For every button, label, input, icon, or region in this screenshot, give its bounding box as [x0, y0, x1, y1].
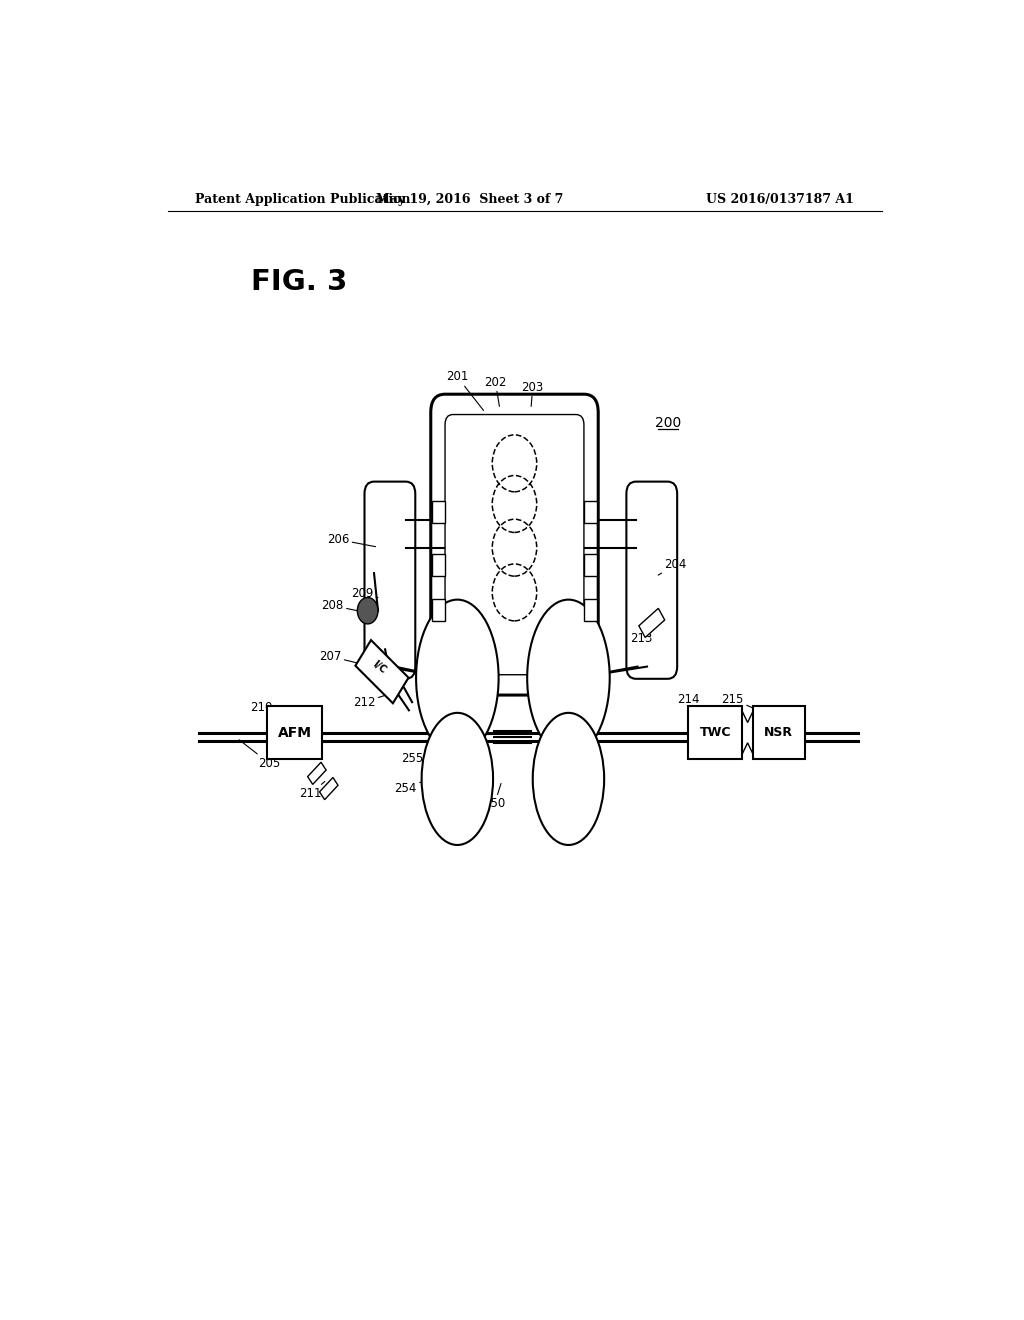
Text: NSR: NSR — [764, 726, 794, 739]
FancyBboxPatch shape — [432, 500, 445, 523]
Text: US 2016/0137187 A1: US 2016/0137187 A1 — [707, 193, 854, 206]
Text: 253: 253 — [469, 667, 495, 711]
Text: 205: 205 — [240, 739, 281, 770]
FancyBboxPatch shape — [267, 706, 323, 759]
Text: 251: 251 — [546, 776, 569, 792]
Text: 250: 250 — [483, 784, 506, 810]
Text: 215: 215 — [722, 693, 763, 713]
Text: May 19, 2016  Sheet 3 of 7: May 19, 2016 Sheet 3 of 7 — [376, 193, 563, 206]
Text: 211: 211 — [299, 781, 325, 800]
Text: 255: 255 — [401, 750, 441, 764]
Text: I/C: I/C — [370, 659, 387, 676]
Text: 203: 203 — [521, 380, 544, 407]
Text: 213: 213 — [630, 623, 652, 644]
FancyBboxPatch shape — [584, 554, 597, 576]
Text: 252: 252 — [570, 667, 596, 711]
FancyBboxPatch shape — [584, 598, 597, 620]
Text: 201: 201 — [446, 371, 483, 411]
Polygon shape — [742, 711, 753, 754]
FancyBboxPatch shape — [627, 482, 677, 678]
Polygon shape — [355, 640, 409, 704]
FancyBboxPatch shape — [431, 395, 598, 696]
Text: 204: 204 — [658, 558, 687, 576]
Text: 200: 200 — [654, 416, 681, 430]
Text: 208: 208 — [322, 599, 357, 612]
Polygon shape — [319, 777, 338, 800]
Text: 207: 207 — [319, 649, 359, 664]
Polygon shape — [639, 609, 665, 638]
Ellipse shape — [416, 599, 499, 756]
FancyBboxPatch shape — [432, 554, 445, 576]
Text: 202: 202 — [484, 375, 507, 407]
FancyBboxPatch shape — [584, 500, 597, 523]
Ellipse shape — [527, 599, 609, 756]
Circle shape — [357, 598, 378, 624]
Text: 254: 254 — [394, 774, 441, 795]
Text: AFM: AFM — [278, 726, 311, 739]
Text: 206: 206 — [327, 533, 376, 546]
FancyBboxPatch shape — [753, 706, 805, 759]
FancyBboxPatch shape — [432, 598, 445, 620]
Text: 214: 214 — [677, 693, 703, 713]
Ellipse shape — [422, 713, 494, 845]
FancyBboxPatch shape — [445, 414, 584, 675]
Polygon shape — [307, 762, 326, 784]
FancyBboxPatch shape — [688, 706, 742, 759]
Text: Patent Application Publication: Patent Application Publication — [196, 193, 411, 206]
Text: TWC: TWC — [699, 726, 731, 739]
Text: 209: 209 — [351, 587, 378, 599]
Text: 212: 212 — [353, 696, 386, 709]
FancyBboxPatch shape — [365, 482, 416, 678]
Text: FIG. 3: FIG. 3 — [251, 268, 347, 297]
Text: 210: 210 — [250, 701, 272, 718]
Ellipse shape — [532, 713, 604, 845]
